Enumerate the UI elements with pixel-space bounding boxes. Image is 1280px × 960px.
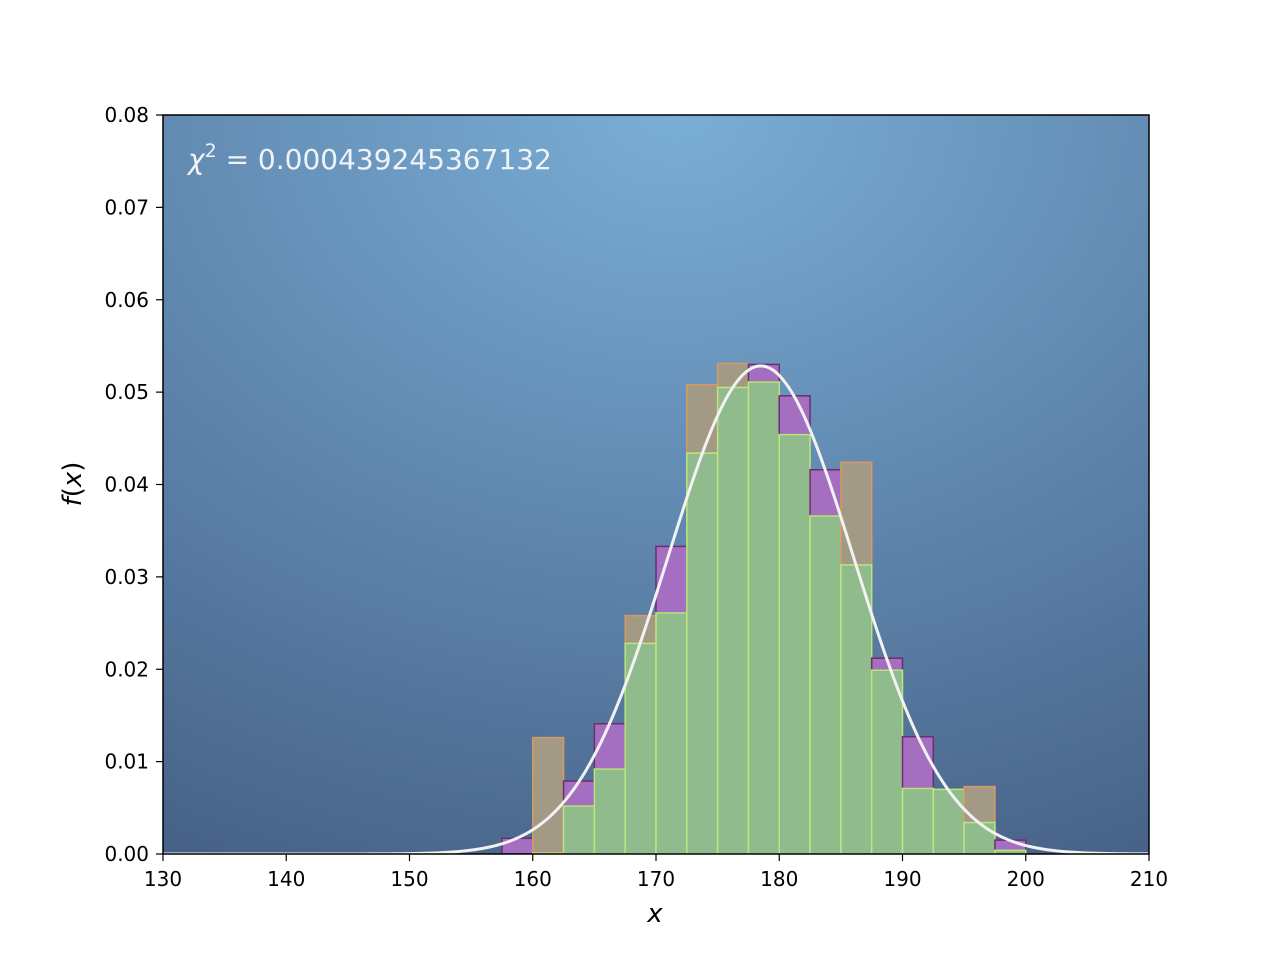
chi-symbol: χ	[186, 143, 206, 176]
histogram-bars	[501, 362, 1027, 854]
x-tick-label: 200	[1007, 867, 1045, 891]
histogram-bar-overlap	[747, 381, 780, 854]
y-tick-label: 0.08	[104, 103, 149, 127]
x-tick-label: 160	[514, 867, 552, 891]
histogram-bar-excess	[963, 785, 996, 824]
histogram-bar-excess	[686, 383, 719, 454]
histogram-bar-excess	[562, 780, 596, 807]
y-tick-label: 0.02	[104, 657, 149, 681]
histogram-bar-overlap	[593, 768, 626, 854]
y-axis: 0.00 0.01 0.02 0.03 0.04 0.05 0.06 0.07 0.08	[104, 103, 163, 866]
y-tick-label: 0.03	[104, 565, 149, 589]
x-tick-label: 140	[267, 867, 305, 891]
histogram-bar-excess	[901, 735, 935, 790]
x-axis-label: x	[646, 899, 663, 929]
y-tick-label: 0.00	[104, 842, 149, 866]
histogram-bar-overlap	[932, 788, 965, 854]
histogram-bar-overlap	[840, 564, 873, 854]
histogram-bar-overlap	[809, 515, 842, 854]
x-tick-label: 130	[144, 867, 182, 891]
histogram-bar-overlap	[778, 433, 811, 854]
y-label-paren-close: )	[58, 462, 88, 472]
histogram-bar-overlap	[655, 612, 688, 854]
x-tick-label: 180	[760, 867, 798, 891]
x-tick-label: 190	[883, 867, 921, 891]
x-tick-label: 170	[637, 867, 675, 891]
y-axis-label: f(x)	[58, 462, 88, 507]
chi-exponent: 2	[205, 140, 217, 162]
chi-squared-annotation: χ2 = 0.000439245367132	[186, 140, 552, 176]
y-label-var: x	[58, 471, 88, 488]
y-tick-label: 0.04	[104, 473, 149, 497]
histogram-bar-excess	[532, 736, 565, 854]
y-tick-label: 0.01	[104, 750, 149, 774]
x-axis: 130 140 150 160 170 180 190 200 210	[144, 854, 1168, 891]
histogram-bar-overlap	[963, 821, 996, 854]
histogram-bar-excess	[840, 461, 873, 566]
y-tick-label: 0.06	[104, 288, 149, 312]
histogram-bar-overlap	[562, 805, 596, 854]
histogram-bar-overlap	[716, 386, 750, 854]
histogram-bar-excess	[778, 395, 811, 436]
y-label-paren-open: (	[58, 487, 88, 497]
y-tick-label: 0.05	[104, 380, 149, 404]
histogram-bar-excess	[501, 837, 534, 854]
histogram-bar-overlap	[870, 669, 904, 854]
histogram-bar-overlap	[901, 787, 935, 854]
x-tick-label: 150	[390, 867, 428, 891]
histogram-bar-overlap	[686, 452, 719, 854]
y-tick-label: 0.07	[104, 195, 149, 219]
histogram-bar-excess	[809, 468, 842, 517]
x-tick-label: 210	[1130, 867, 1168, 891]
chi-squared-value: = 0.000439245367132	[217, 143, 552, 176]
